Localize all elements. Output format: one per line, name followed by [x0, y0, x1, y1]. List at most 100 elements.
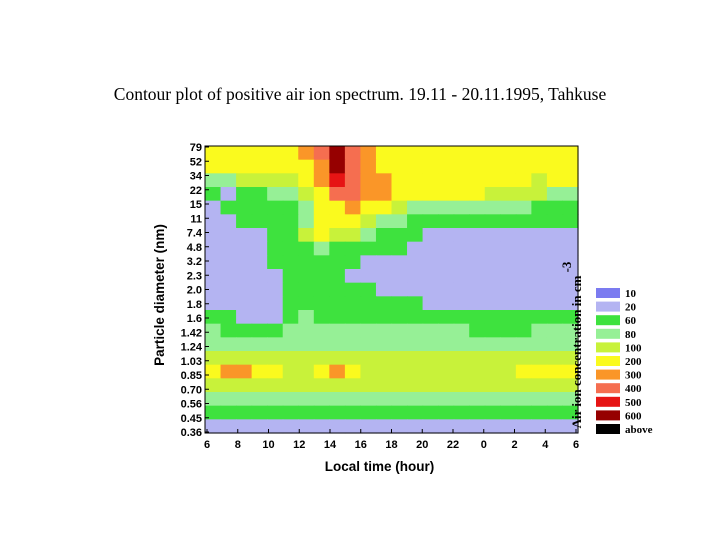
heatmap-cell — [251, 364, 268, 379]
heatmap-cell — [267, 364, 284, 379]
heatmap-cell — [484, 146, 501, 161]
heatmap-cell — [407, 296, 424, 311]
heatmap-cell — [484, 310, 501, 325]
heatmap-cell — [205, 159, 222, 174]
legend-label: 400 — [625, 383, 642, 395]
heatmap-cell — [313, 364, 330, 379]
heatmap-cell — [422, 159, 439, 174]
heatmap-cell — [205, 323, 222, 338]
heatmap-cell — [220, 241, 237, 256]
heatmap-cell — [267, 310, 284, 325]
heatmap-cell — [562, 214, 579, 229]
heatmap-cell — [438, 364, 455, 379]
heatmap-cell — [531, 378, 548, 393]
heatmap-cell — [391, 323, 408, 338]
heatmap-cell — [500, 337, 517, 352]
heatmap-cell — [220, 187, 237, 202]
heatmap-cell — [453, 214, 470, 229]
heatmap-cell — [546, 269, 564, 284]
heatmap-cell — [298, 419, 315, 434]
heatmap-cell — [391, 405, 408, 420]
heatmap-cell — [329, 241, 346, 256]
heatmap-cell — [453, 173, 470, 188]
heatmap-cell — [469, 187, 486, 202]
x-tick-label: 20 — [416, 439, 428, 451]
heatmap-cell — [236, 200, 253, 215]
heatmap-cell — [360, 323, 377, 338]
heatmap-cell — [531, 310, 548, 325]
heatmap-cell — [546, 214, 564, 229]
heatmap-cell — [422, 173, 439, 188]
heatmap-cell — [407, 405, 424, 420]
heatmap-cell — [438, 255, 455, 270]
heatmap-cell — [282, 187, 299, 202]
heatmap-cell — [313, 337, 330, 352]
heatmap-cell — [236, 323, 253, 338]
legend-swatch — [596, 301, 620, 312]
heatmap-cell — [360, 351, 377, 366]
heatmap-cell — [453, 187, 470, 202]
heatmap-cell — [438, 392, 455, 407]
heatmap-cell — [453, 282, 470, 297]
heatmap-cell — [251, 392, 268, 407]
heatmap-cell — [438, 269, 455, 284]
heatmap-cell — [438, 187, 455, 202]
heatmap-cell — [484, 405, 501, 420]
heatmap-cell — [438, 214, 455, 229]
y-axis-label: Particle diameter (nm) — [152, 224, 167, 366]
heatmap-cell — [205, 269, 222, 284]
heatmap-cell — [282, 269, 299, 284]
heatmap-cell — [236, 269, 253, 284]
heatmap-cell — [267, 337, 284, 352]
heatmap-cell — [531, 255, 548, 270]
heatmap-cell — [453, 159, 470, 174]
heatmap-cell — [546, 255, 564, 270]
heatmap-cell — [515, 173, 532, 188]
heatmap-cell — [422, 364, 439, 379]
heatmap-cell — [546, 310, 564, 325]
heatmap-cell — [546, 392, 564, 407]
heatmap-cell — [407, 364, 424, 379]
heatmap-cell — [469, 323, 486, 338]
heatmap-cell — [515, 228, 532, 243]
heatmap-cell — [220, 228, 237, 243]
heatmap-cell — [515, 419, 532, 434]
heatmap-cell — [422, 296, 439, 311]
heatmap-cell — [469, 173, 486, 188]
heatmap-cell — [515, 146, 532, 161]
heatmap-cell — [515, 159, 532, 174]
heatmap-cell — [546, 187, 564, 202]
heatmap-cell — [298, 392, 315, 407]
heatmap-cell — [344, 146, 362, 161]
x-tick-label: 10 — [262, 439, 274, 451]
y-tick-label: 2.3 — [187, 270, 202, 282]
legend-swatch — [596, 288, 620, 298]
heatmap-cell — [282, 146, 299, 161]
y-tick-label: 2.0 — [187, 285, 202, 297]
heatmap-cell — [531, 228, 548, 243]
heatmap-cell — [438, 296, 455, 311]
heatmap-cell — [407, 255, 424, 270]
heatmap-cell — [220, 310, 237, 325]
heatmap-cell — [282, 310, 299, 325]
heatmap-cell — [236, 296, 253, 311]
heatmap-cell — [562, 364, 579, 379]
heatmap-cell — [469, 364, 486, 379]
heatmap-cell — [375, 241, 393, 256]
heatmap-cell — [469, 310, 486, 325]
heatmap-cell — [469, 419, 486, 434]
heatmap-cell — [562, 241, 579, 256]
heatmap-cell — [546, 419, 564, 434]
legend-swatch — [596, 410, 620, 421]
heatmap-cell — [205, 173, 222, 188]
heatmap-cell — [220, 351, 237, 366]
heatmap-cell — [220, 146, 237, 161]
heatmap-cell — [562, 228, 579, 243]
heatmap-cell — [391, 214, 408, 229]
heatmap-cell — [391, 337, 408, 352]
y-tick-label: 1.24 — [181, 342, 203, 354]
heatmap-cell — [546, 173, 564, 188]
heatmap-cell — [375, 351, 393, 366]
heatmap-cell — [329, 364, 346, 379]
heatmap-cell — [298, 241, 315, 256]
